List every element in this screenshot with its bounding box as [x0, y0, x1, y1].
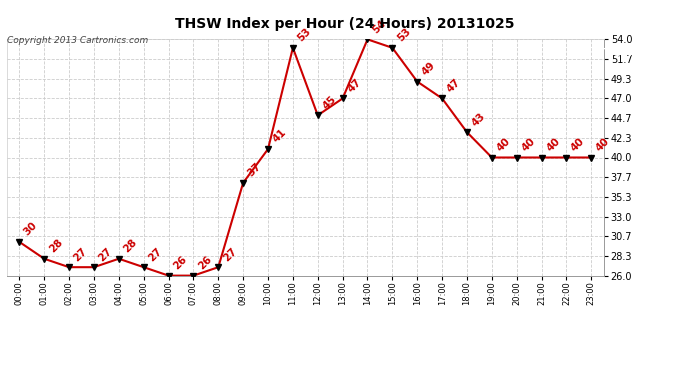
Text: 43: 43	[470, 111, 487, 128]
Text: 40: 40	[594, 136, 611, 153]
Text: THSW Index per Hour (24 Hours) 20131025: THSW Index per Hour (24 Hours) 20131025	[175, 17, 515, 31]
Text: 40: 40	[544, 136, 562, 153]
Text: 37: 37	[246, 161, 264, 178]
Text: 27: 27	[221, 246, 239, 263]
Text: 27: 27	[146, 246, 164, 263]
Text: 26: 26	[171, 254, 188, 272]
Text: Copyright 2013 Cartronics.com: Copyright 2013 Cartronics.com	[7, 36, 148, 45]
Text: 47: 47	[445, 77, 462, 94]
Text: 28: 28	[47, 237, 64, 255]
Text: 45: 45	[321, 94, 338, 111]
Text: THSW  (°F): THSW (°F)	[598, 48, 662, 57]
Text: 53: 53	[395, 26, 413, 44]
Text: 49: 49	[420, 60, 437, 77]
Text: 54: 54	[371, 18, 388, 35]
Text: 27: 27	[72, 246, 89, 263]
Text: 53: 53	[296, 26, 313, 44]
Text: 41: 41	[270, 128, 288, 145]
Text: 26: 26	[196, 254, 213, 272]
Text: 30: 30	[22, 220, 39, 238]
Text: 40: 40	[495, 136, 512, 153]
Text: 47: 47	[346, 77, 363, 94]
Text: 28: 28	[121, 237, 139, 255]
Text: 27: 27	[97, 246, 114, 263]
Text: 40: 40	[520, 136, 537, 153]
Text: 40: 40	[569, 136, 586, 153]
